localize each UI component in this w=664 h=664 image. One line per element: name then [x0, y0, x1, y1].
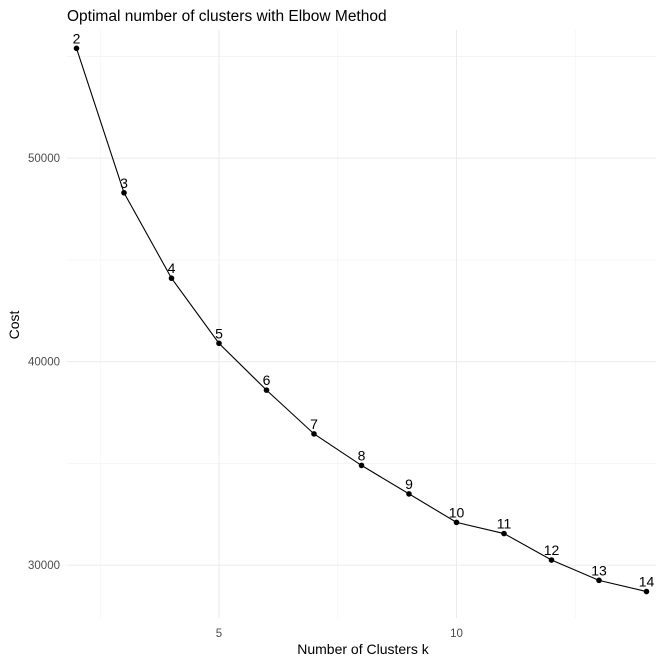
point-label: 13	[591, 562, 607, 578]
data-point	[358, 462, 365, 469]
point-label: 8	[358, 447, 366, 463]
point-label: 12	[544, 542, 560, 558]
data-point	[406, 491, 412, 497]
y-tick-label: 50000	[28, 153, 60, 165]
tick-labels: 5 10 30000 40000 50000	[28, 153, 463, 640]
point-label: 11	[497, 516, 512, 532]
data-point	[596, 577, 602, 584]
point-label: 14	[639, 574, 655, 590]
data-point	[216, 340, 222, 347]
data-point	[73, 45, 80, 52]
x-tick-label: 5	[216, 628, 222, 640]
data-point	[311, 431, 317, 437]
grid	[67, 30, 656, 618]
point-label: 5	[215, 325, 223, 341]
data-point	[121, 189, 127, 196]
y-tick-label: 30000	[28, 560, 60, 572]
data-points	[73, 45, 650, 595]
point-label: 4	[168, 260, 176, 276]
data-point	[548, 557, 555, 563]
point-label: 10	[449, 504, 465, 520]
data-point	[453, 519, 460, 526]
point-label: 6	[263, 372, 271, 388]
point-label: 9	[405, 476, 413, 492]
data-point	[501, 530, 507, 537]
cost-line	[75, 48, 647, 593]
y-tick-label: 40000	[28, 357, 60, 369]
data-point	[168, 275, 175, 282]
data-point	[263, 387, 270, 393]
data-point	[643, 588, 650, 595]
point-label: 2	[73, 30, 81, 46]
chart-title: Optimal number of clusters with Elbow Me…	[67, 8, 387, 25]
point-label: 3	[120, 175, 128, 191]
y-axis-title: Cost	[6, 311, 22, 340]
x-tick-label: 10	[450, 628, 463, 640]
x-axis-title: Number of Clusters k	[297, 641, 429, 657]
point-label: 7	[310, 416, 318, 432]
point-labels: 2 3 4 5 6 7 8 9 10 11 12 13 14	[73, 30, 655, 589]
